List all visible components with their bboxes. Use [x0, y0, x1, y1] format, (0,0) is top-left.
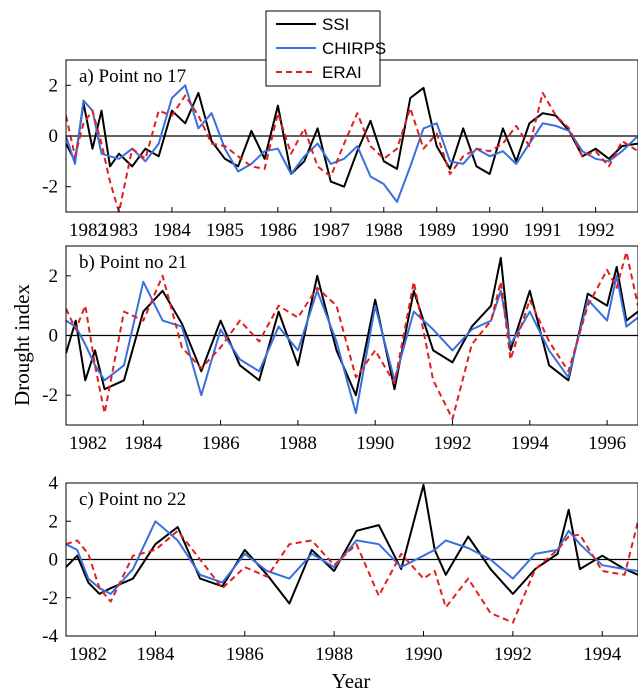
y-tick-label: 2	[49, 75, 59, 96]
y-tick-label: -4	[42, 626, 58, 647]
x-tick-label: 1983	[100, 220, 138, 241]
panel-3: -4 -2 0 2 4 1982 1984 1986 1988 1990 1992 1994 c) Po…	[42, 473, 638, 665]
x-tick-label: 1989	[418, 220, 456, 241]
y-tick-label: -2	[42, 385, 58, 406]
y-tick-label: 2	[49, 266, 59, 287]
y-tick-label: -2	[42, 588, 58, 609]
x-tick-label: 1988	[365, 220, 403, 241]
panel-title: c) Point no 22	[79, 489, 186, 510]
x-tick-label: 1987	[312, 220, 350, 241]
x-tick-label: 1982	[69, 220, 107, 241]
y-tick-label: 0	[49, 126, 59, 147]
x-tick-label: 1985	[206, 220, 244, 241]
x-tick-label: 1996	[588, 433, 626, 454]
x-tick-label: 1984	[153, 220, 192, 241]
x-tick-label: 1988	[315, 644, 353, 665]
series-chirps-line	[66, 274, 638, 415]
panel-title: b) Point no 21	[79, 252, 187, 273]
legend-label-ssi: SSI	[322, 15, 349, 34]
x-tick-label: 1994	[583, 644, 622, 665]
x-tick-label: 1988	[279, 433, 317, 454]
legend: SSI CHIRPS ERAI	[265, 10, 386, 87]
x-tick-label: 1986	[226, 644, 264, 665]
x-tick-label: 1992	[433, 433, 471, 454]
y-tick-label: 2	[49, 511, 59, 532]
y-tick-label: -2	[42, 177, 58, 198]
panel-2: -2 0 2 1982 1984 1986 1988 1990 1992 1994 1996 b) P…	[42, 245, 638, 454]
panel-title: a) Point no 17	[79, 66, 186, 87]
x-tick-label: 1984	[124, 433, 163, 454]
x-tick-label: 1990	[405, 644, 443, 665]
x-axis-label: Year	[332, 669, 371, 693]
series-chirps-line	[66, 84, 638, 203]
x-tick-label: 1982	[69, 433, 107, 454]
series-erai-line	[66, 91, 638, 212]
x-tick-label: 1994	[511, 433, 550, 454]
y-axis-label: Drought index	[10, 284, 34, 406]
x-tick-label: 1992	[577, 220, 615, 241]
series-ssi-line	[66, 86, 638, 188]
x-tick-label: 1990	[471, 220, 509, 241]
x-tick-label: 1986	[202, 433, 240, 454]
series-erai-line	[66, 251, 638, 420]
x-tick-label: 1982	[69, 644, 107, 665]
x-tick-label: 1992	[494, 644, 532, 665]
series-ssi-line	[66, 256, 638, 397]
y-tick-label: 0	[49, 326, 59, 347]
x-tick-label: 1986	[259, 220, 297, 241]
legend-label-erai: ERAI	[322, 63, 362, 82]
y-tick-label: 0	[49, 550, 59, 571]
series-chirps-line	[66, 520, 638, 595]
x-tick-label: 1984	[136, 644, 175, 665]
series-erai-line	[66, 521, 638, 624]
x-tick-label: 1990	[356, 433, 394, 454]
series-ssi-line	[66, 483, 638, 605]
y-tick-label: 4	[49, 473, 59, 494]
legend-label-chirps: CHIRPS	[322, 39, 386, 58]
x-tick-label: 1991	[524, 220, 562, 241]
